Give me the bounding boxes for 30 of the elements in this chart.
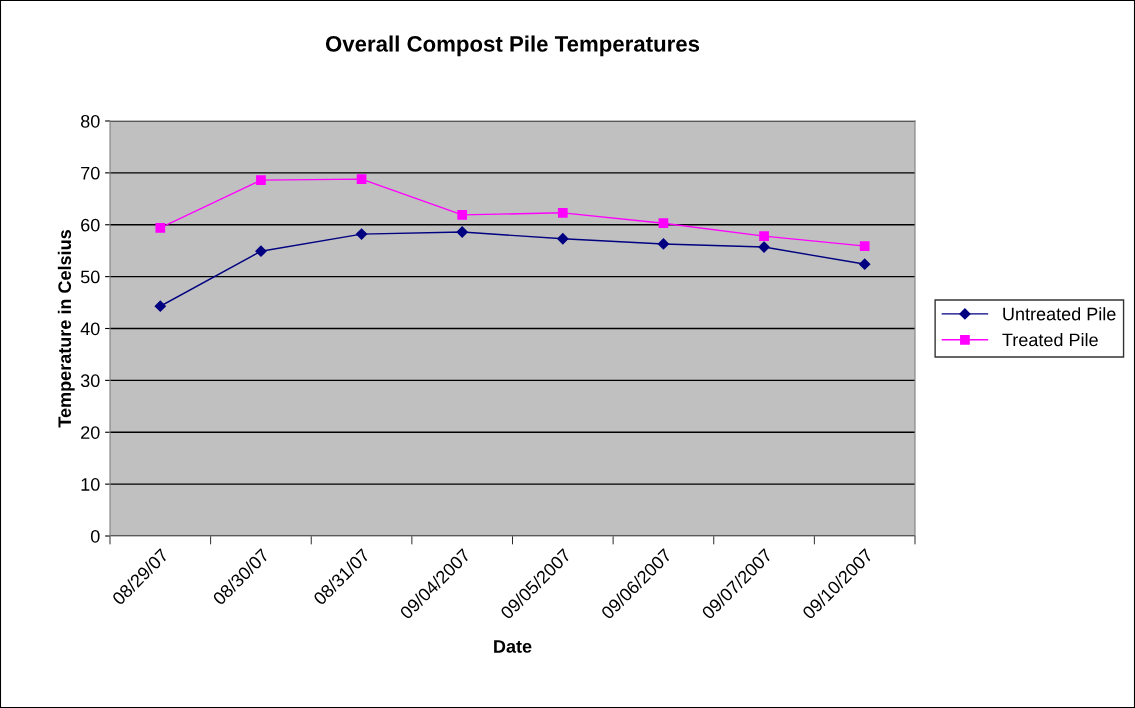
y-tick-label: 0 [90,529,100,543]
point [758,241,770,253]
point [356,174,367,184]
y-axis-title: Temperature in Celsius [57,230,75,428]
x-axis-title: Date [494,640,532,653]
chart-title: Overall Compost Pile Temperatures [325,35,700,57]
y-tick-label: 40 [80,322,100,336]
point [658,218,669,229]
point [256,175,266,185]
legend-label: Untreated Pile [1003,307,1116,321]
point [154,300,166,312]
y-tick-label: 80 [80,114,100,128]
point [657,238,670,250]
legend-label: Treated Pile [1002,333,1098,347]
y-tick-label: 20 [81,426,100,439]
y-tick-label: 70 [81,166,100,180]
point [456,226,468,238]
point [155,223,166,233]
point [759,231,769,242]
point [255,245,267,257]
point [355,228,368,240]
y-tick-label: 60 [81,218,100,232]
point [557,207,568,218]
y-tick-label: 30 [80,374,100,388]
point [859,241,870,251]
y-tick-label: 10 [81,478,100,491]
point [859,258,871,270]
point [457,210,468,220]
y-tick-label: 50 [80,270,100,284]
point [557,233,569,245]
